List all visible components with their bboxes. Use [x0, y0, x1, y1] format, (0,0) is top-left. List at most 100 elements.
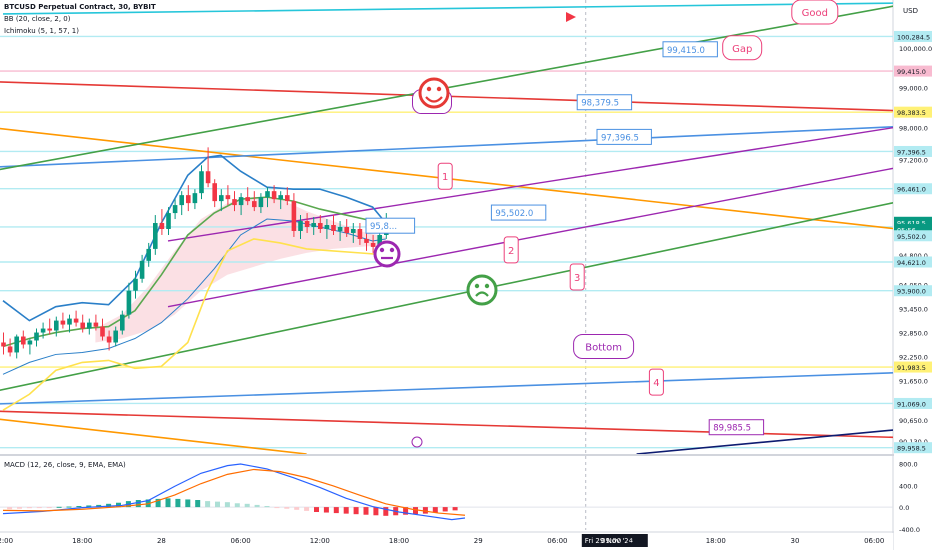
candle-body: [377, 234, 382, 247]
time-tick-label: 18:00: [706, 537, 726, 545]
price-tag-text: 94,621.0: [897, 259, 926, 267]
price-tag: [894, 442, 932, 454]
price-label-text: 97,396.5: [601, 133, 639, 143]
macd-histogram-bar: [56, 506, 62, 508]
candle-body: [219, 195, 224, 202]
candle-body: [304, 221, 310, 227]
candle-body: [186, 195, 191, 204]
candle-body: [298, 221, 303, 231]
macd-histogram-bar: [373, 507, 379, 516]
price-label-box: [708, 419, 765, 436]
candle-body: [146, 248, 151, 261]
callout-text: Gap: [732, 44, 752, 55]
macd-histogram-bar: [135, 500, 141, 508]
price-tag-text: 96,461.0: [897, 186, 926, 194]
macd-histogram-bar: [383, 507, 389, 516]
price-tag-text: 91,983.5: [897, 364, 926, 372]
ichimoku-legend[interactable]: Ichimoku (5, 1, 57, 1): [4, 27, 79, 35]
macd-histogram-bar: [314, 507, 319, 512]
neutral-face-marker: [373, 240, 401, 268]
macd-histogram-bar: [422, 507, 428, 514]
macd-histogram-bar: [403, 507, 409, 515]
candle-body: [126, 290, 132, 315]
time-tick-label: 18:00: [389, 537, 409, 545]
macd-histogram-bar: [264, 506, 270, 508]
price-tag-text: 97,396.5: [897, 148, 926, 156]
macd-histogram-bar: [284, 507, 290, 509]
price-tick-label: 99,000.0: [899, 85, 928, 93]
price-tick-label: 93,450.0: [899, 306, 928, 314]
macd-histogram-bar: [353, 507, 359, 515]
macd-histogram-bar: [343, 507, 349, 514]
number-box-text: 3: [574, 273, 580, 284]
bb-legend[interactable]: BB (20, close, 2, 0): [4, 15, 71, 23]
price-tag-text: 95,618.5: [897, 219, 926, 227]
number-box-text: 2: [508, 246, 514, 257]
time-tick-label: 18:00: [72, 537, 92, 545]
macd-histogram-bar: [442, 507, 448, 512]
macd-histogram-bar: [66, 506, 72, 508]
time-tick-label: 30: [791, 537, 800, 545]
candle-body: [80, 322, 85, 329]
candle-body: [87, 322, 92, 329]
chart-title: BTCUSD Perpetual Contract, 30, BYBIT: [4, 3, 156, 11]
happy-face-marker: [418, 77, 450, 109]
macd-histogram-bar: [452, 507, 458, 511]
candle-body: [34, 332, 39, 341]
green-face-marker-mouth: [475, 291, 489, 297]
price-tag: [894, 183, 932, 195]
price-tag: [894, 285, 932, 297]
price-label-text: 98,379.5: [581, 99, 619, 109]
trend-line: [0, 81, 893, 112]
candle-body: [27, 340, 33, 345]
number-box-text: 1: [442, 172, 448, 183]
candle-body: [139, 260, 145, 279]
macd-legend[interactable]: MACD (12, 26, close, 9, EMA, EMA): [4, 461, 126, 469]
neutral-face-marker-eye: [379, 247, 385, 253]
candle-body: [212, 183, 217, 202]
price-tick-label: 100,000.0: [899, 45, 932, 53]
macd-histogram-bar: [96, 504, 102, 508]
candle-body: [7, 346, 13, 353]
macd-tick-label: 800.0: [899, 460, 918, 468]
candle-body: [278, 195, 283, 200]
macd-histogram-bar: [155, 498, 161, 508]
candle-body: [311, 223, 316, 227]
candle-body: [225, 195, 231, 200]
price-label-text: 99,415.0: [667, 46, 705, 56]
price-tick-label: 90,130.0: [899, 438, 928, 446]
candle-body: [258, 197, 264, 208]
price-tick-label: 94,800.0: [899, 252, 928, 260]
time-tick-label: 29: [474, 537, 483, 545]
macd-histogram-bar: [294, 507, 300, 510]
currency-label: USD: [903, 7, 918, 15]
candle-body: [106, 336, 112, 343]
number-box-text: 4: [653, 378, 659, 389]
number-box: [503, 236, 519, 264]
macd-histogram-bar: [234, 503, 240, 508]
macd-histogram-bar: [46, 507, 52, 509]
macd-histogram-bar: [205, 501, 211, 508]
price-tag: [894, 106, 932, 118]
macd-histogram-bar: [432, 507, 438, 513]
candle-body: [1, 342, 6, 347]
price-tag-text: 89,958.5: [897, 445, 926, 453]
price-tick-label: 92,850.0: [899, 330, 928, 338]
macd-histogram-bar: [76, 506, 82, 508]
callout-box: [573, 333, 635, 359]
candle-body: [291, 201, 297, 231]
trend-line: [167, 126, 893, 242]
candle-body: [344, 227, 349, 233]
price-label-text: 89,985.5: [713, 424, 751, 434]
macd-tick-label: 400.0: [899, 482, 918, 490]
trend-line: [0, 410, 893, 439]
time-tick-label: 06:00: [864, 537, 884, 545]
macd-histogram-bar: [175, 498, 181, 508]
callout-text: Bottom: [585, 342, 622, 353]
candle-body: [318, 223, 323, 229]
happy-face-marker-eye: [426, 86, 432, 92]
candle-body: [40, 328, 46, 333]
macd-histogram-bar: [323, 507, 329, 513]
